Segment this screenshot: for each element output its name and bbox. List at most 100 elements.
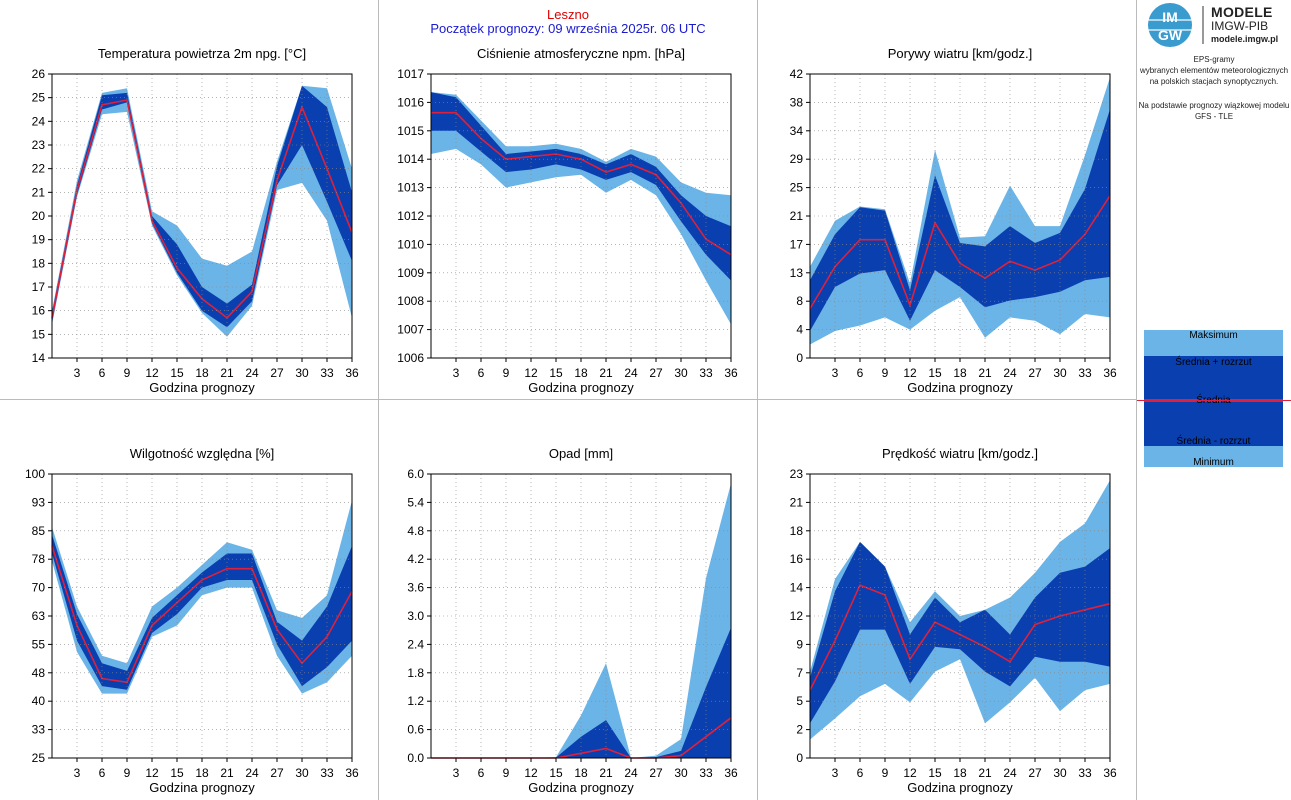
y-tick-label: 19	[32, 233, 46, 247]
y-tick-label: 14	[790, 581, 804, 595]
x-axis-label: Godzina prognozy	[149, 780, 255, 795]
y-tick-label: 78	[32, 552, 46, 566]
legend-min-label: Minimum	[1193, 457, 1234, 468]
x-axis-label: Godzina prognozy	[907, 780, 1013, 795]
y-tick-label: 1.8	[407, 666, 424, 680]
x-tick-label: 12	[145, 366, 159, 380]
x-tick-label: 21	[599, 766, 613, 780]
x-tick-label: 21	[220, 366, 234, 380]
y-tick-label: 26	[32, 67, 46, 81]
x-tick-label: 18	[195, 766, 209, 780]
x-tick-label: 33	[320, 766, 334, 780]
y-tick-label: 8	[796, 294, 803, 308]
x-tick-label: 33	[1078, 366, 1092, 380]
y-tick-label: 25	[32, 91, 46, 105]
y-tick-label: 1015	[397, 124, 424, 138]
x-axis-label: Godzina prognozy	[528, 380, 634, 395]
band-spread	[52, 85, 352, 328]
y-tick-label: 17	[32, 280, 46, 294]
x-tick-label: 3	[832, 366, 839, 380]
station-name: Leszno	[547, 7, 589, 22]
description-line: na polskich stacjach synoptycznych.	[1149, 77, 1279, 86]
x-tick-label: 36	[1103, 366, 1117, 380]
x-tick-label: 30	[1053, 766, 1067, 780]
x-tick-label: 24	[1003, 766, 1017, 780]
x-tick-label: 15	[928, 366, 942, 380]
y-tick-label: 4.8	[407, 524, 424, 538]
x-tick-label: 12	[524, 766, 538, 780]
y-tick-label: 63	[32, 609, 46, 623]
description-line: wybranych elementów meteorologicznych	[1139, 66, 1289, 75]
y-tick-label: 1009	[397, 266, 424, 280]
x-tick-label: 3	[74, 366, 81, 380]
y-tick-label: 14	[32, 351, 46, 365]
x-tick-label: 9	[503, 366, 510, 380]
x-tick-label: 24	[245, 766, 259, 780]
y-tick-label: 18	[32, 256, 46, 270]
y-tick-label: 70	[32, 581, 46, 595]
y-tick-label: 7	[796, 666, 803, 680]
logo-url: modele.imgw.pl	[1211, 34, 1279, 44]
y-tick-label: 2	[796, 723, 803, 737]
divider-h	[0, 399, 1137, 400]
x-tick-label: 6	[99, 366, 106, 380]
legend-min-band	[1144, 446, 1283, 467]
x-tick-label: 36	[345, 766, 359, 780]
x-tick-label: 36	[345, 366, 359, 380]
x-tick-label: 33	[699, 366, 713, 380]
x-tick-label: 36	[724, 366, 738, 380]
x-tick-label: 30	[674, 366, 688, 380]
x-tick-label: 6	[99, 766, 106, 780]
x-tick-label: 6	[857, 766, 864, 780]
x-tick-label: 12	[524, 366, 538, 380]
legend-mean-plus-label: Średnia + rozrzut	[1175, 357, 1252, 368]
chart-title: Wilgotność względna [%]	[130, 446, 275, 461]
x-tick-label: 30	[1053, 366, 1067, 380]
x-tick-label: 6	[478, 766, 485, 780]
y-tick-label: 13	[790, 266, 804, 280]
x-tick-label: 27	[270, 366, 284, 380]
x-tick-label: 24	[1003, 366, 1017, 380]
y-tick-label: 55	[32, 637, 46, 651]
y-tick-label: 16	[790, 552, 804, 566]
x-tick-label: 6	[857, 366, 864, 380]
y-tick-label: 12	[790, 609, 804, 623]
x-tick-label: 9	[124, 766, 131, 780]
y-tick-label: 17	[790, 237, 804, 251]
legend-max-band	[1144, 330, 1283, 356]
band-spread	[431, 627, 731, 758]
chart-title: Prędkość wiatru [km/godz.]	[882, 446, 1038, 461]
x-tick-label: 3	[74, 766, 81, 780]
plot-frame	[809, 473, 1111, 759]
y-tick-label: 38	[790, 95, 804, 109]
y-tick-label: 2.4	[407, 637, 424, 651]
y-tick-label: 1008	[397, 294, 424, 308]
divider-v2	[757, 0, 758, 800]
x-tick-label: 12	[903, 366, 917, 380]
y-tick-label: 20	[32, 209, 46, 223]
x-tick-label: 9	[882, 366, 889, 380]
x-tick-label: 9	[882, 766, 889, 780]
x-tick-label: 36	[724, 766, 738, 780]
y-tick-label: 0.6	[407, 723, 424, 737]
divider-v1	[378, 0, 379, 800]
plot-frame	[51, 473, 353, 759]
x-tick-label: 15	[549, 766, 563, 780]
x-tick-label: 36	[1103, 766, 1117, 780]
plot-frame	[430, 73, 732, 359]
mean-reference-line	[1137, 400, 1291, 401]
y-tick-label: 6.0	[407, 467, 424, 481]
x-tick-label: 3	[453, 366, 460, 380]
y-tick-label: 23	[32, 138, 46, 152]
y-tick-label: 18	[790, 524, 804, 538]
y-tick-label: 21	[32, 185, 46, 199]
y-tick-label: 3.6	[407, 581, 424, 595]
y-tick-label: 4.2	[407, 552, 424, 566]
y-tick-label: 5.4	[407, 495, 424, 509]
mean-line	[809, 195, 1111, 310]
x-tick-label: 18	[574, 766, 588, 780]
chart-title: Porywy wiatru [km/godz.]	[888, 46, 1033, 61]
